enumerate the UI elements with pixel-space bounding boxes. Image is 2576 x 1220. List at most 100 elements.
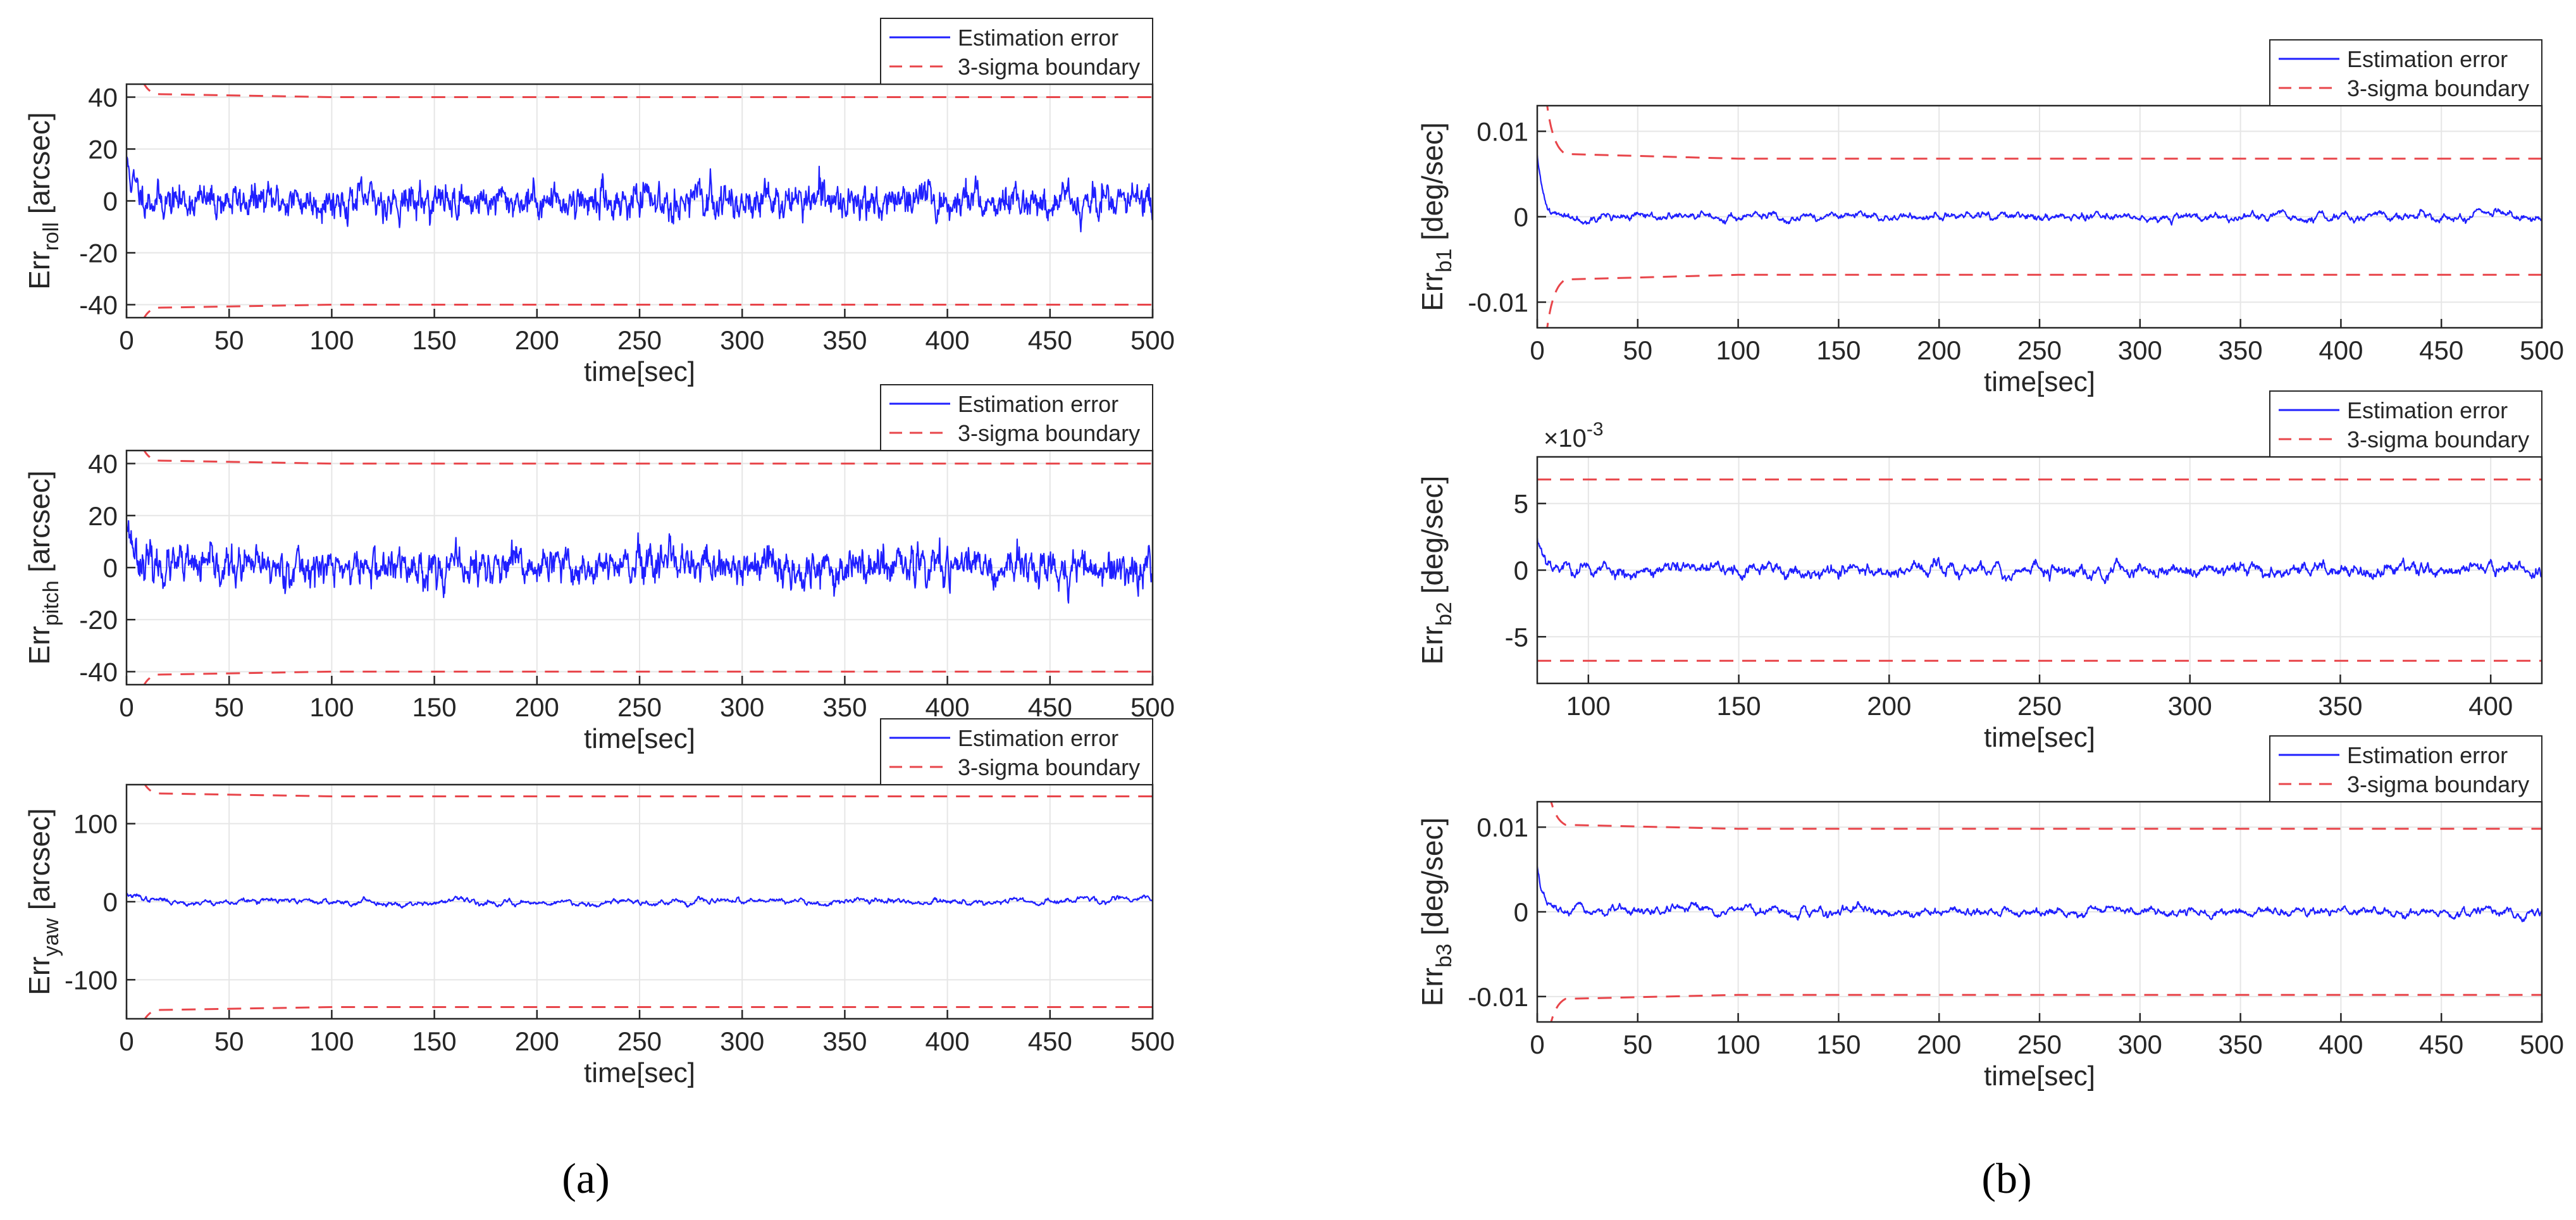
y-axis-label: Errb2 [deg/sec]: [1416, 476, 1456, 665]
legend-box: [880, 718, 1153, 785]
panel-label-a: (a): [562, 1154, 609, 1202]
x-tick-label: 450: [1028, 692, 1072, 722]
x-tick-label: 0: [119, 692, 133, 722]
legend-entry-estimation-error: Estimation error: [958, 725, 1118, 751]
x-axis-label: time[sec]: [1984, 722, 2095, 753]
x-tick-label: 350: [822, 325, 867, 355]
series-estimation-error: [1537, 154, 2542, 226]
legend-entry-3-sigma: 3-sigma boundary: [958, 54, 1140, 80]
chart-pitch: 0 50 100 150 200 250 300 350 400 450 500 -40 -20 0 20 4…: [23, 384, 1175, 754]
sigma-boundary-upper: [144, 785, 1153, 797]
x-tick-label: 300: [720, 325, 764, 355]
series-estimation-error: [1537, 866, 2542, 923]
chart-b3: 0 50 100 150 200 250 300 350 400 450 500-0.0100.01…: [1416, 735, 2564, 1092]
x-tick-label: 100: [1716, 1030, 1761, 1059]
series-layer: [127, 451, 1153, 685]
chart-yaw: 0 50 100 150 200 250 300 350 400 450 500 -100 0 100 ti…: [23, 718, 1175, 1088]
y-tick-label: 0: [103, 553, 118, 583]
legend-entry-estimation-error: Estimation error: [2347, 397, 2508, 423]
y-tick-label: 0: [103, 887, 118, 917]
x-tick-label: 150: [1816, 335, 1861, 365]
x-tick-label: 300: [2118, 335, 2162, 365]
x-tick-label: 450: [2419, 335, 2463, 365]
x-tick-label: 100: [1716, 335, 1761, 365]
legend-entry-3-sigma: 3-sigma boundary: [958, 754, 1140, 780]
series-layer: [127, 785, 1153, 1019]
x-tick-label: 200: [515, 692, 559, 722]
sigma-boundary-upper: [1550, 802, 2542, 830]
x-tick-label: 500: [1130, 325, 1175, 355]
x-tick-label: 350: [822, 692, 867, 722]
y-tick-label: 0: [1514, 202, 1528, 232]
x-tick-label: 450: [1028, 325, 1072, 355]
x-tick-label: 150: [1816, 1030, 1861, 1059]
x-tick-label: 250: [617, 1026, 662, 1056]
x-tick-label: 0: [119, 1026, 133, 1056]
y-tick-label: 0: [103, 187, 118, 216]
y-tick-label: 100: [73, 809, 118, 839]
legend-box: [880, 384, 1153, 451]
x-tick-label: 50: [1623, 1030, 1652, 1059]
legend: Estimation error 3-sigma boundary: [880, 18, 1153, 85]
x-tick-label: 350: [2318, 691, 2362, 721]
y-axis-label: Errpitch [arcsec]: [23, 471, 63, 665]
x-tick-label: 500: [1130, 692, 1175, 722]
x-axis-label: time[sec]: [584, 356, 695, 387]
y-axis-label: Errroll [arcsec]: [23, 112, 63, 290]
x-tick-label: 400: [2319, 1030, 2363, 1059]
x-tick-label: 100: [309, 692, 354, 722]
series-estimation-error: [127, 892, 1153, 909]
x-axis-label: time[sec]: [584, 1057, 695, 1088]
x-tick-label: 0: [1530, 335, 1544, 365]
x-tick-label: 150: [412, 325, 457, 355]
x-tick-label: 50: [214, 325, 244, 355]
y-tick-label: 5: [1514, 489, 1528, 519]
x-tick-label: 400: [2319, 335, 2363, 365]
x-tick-label: 350: [2219, 1030, 2263, 1059]
series-estimation-error: [1537, 537, 2542, 585]
axis-multiplier: ×10-3: [1544, 419, 1604, 452]
legend-box: [2269, 735, 2542, 802]
x-tick-label: 200: [1917, 1030, 1961, 1059]
x-axis-label: time[sec]: [584, 723, 695, 754]
y-tick-label: 20: [88, 135, 118, 165]
x-tick-label: 500: [1130, 1026, 1175, 1056]
x-tick-label: 50: [1623, 335, 1652, 365]
x-tick-label: 100: [309, 1026, 354, 1056]
series-estimation-error: [127, 520, 1153, 604]
x-tick-label: 200: [515, 1026, 559, 1056]
y-axis-label: Errb1 [deg/sec]: [1416, 122, 1456, 311]
legend-entry-3-sigma: 3-sigma boundary: [2347, 426, 2529, 452]
x-tick-label: 400: [926, 692, 970, 722]
x-tick-label: 150: [412, 1026, 457, 1056]
chart-b2: 100 150 200 250 300 350 400 -5 0 5 time[sec] Errb2 …: [1416, 390, 2543, 753]
sigma-boundary-lower: [1546, 273, 2542, 328]
legend-box: [2269, 390, 2542, 458]
x-tick-label: 300: [720, 1026, 764, 1056]
x-tick-label: 150: [412, 692, 457, 722]
x-tick-label: 500: [2520, 1030, 2564, 1059]
y-axis-label: Errb3 [deg/sec]: [1416, 818, 1456, 1007]
plots-layer: 0 50 100 150 200 250 300 350 400 450 500-40-200204…: [23, 18, 2564, 1092]
sigma-boundary-lower: [143, 304, 1153, 318]
series-estimation-error: [127, 156, 1153, 233]
x-tick-label: 0: [119, 325, 133, 355]
y-tick-label: 0.01: [1477, 812, 1528, 842]
series-layer: [1537, 106, 2542, 328]
y-tick-label: 40: [88, 449, 118, 479]
x-tick-label: 250: [617, 325, 662, 355]
legend-entry-3-sigma: 3-sigma boundary: [2347, 771, 2529, 797]
x-tick-label: 50: [214, 692, 244, 722]
y-tick-label: 0.01: [1477, 117, 1528, 147]
legend-entry-estimation-error: Estimation error: [958, 391, 1118, 417]
legend-entry-estimation-error: Estimation error: [958, 25, 1118, 51]
x-tick-label: 250: [617, 692, 662, 722]
series-layer: [127, 84, 1153, 318]
legend: Estimation error 3-sigma boundary: [880, 718, 1153, 785]
series-layer: [1537, 478, 2542, 662]
y-tick-label: 20: [88, 501, 118, 531]
series-layer: [1537, 802, 2542, 1022]
y-tick-label: -100: [65, 965, 118, 995]
y-tick-label: -20: [79, 239, 118, 268]
